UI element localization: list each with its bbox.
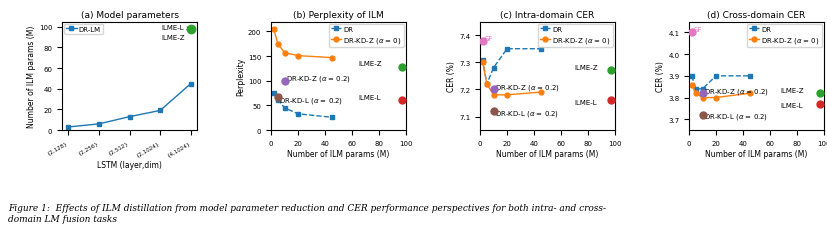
DR — [686, 75, 696, 78]
Line: DR-LM: DR-LM — [65, 82, 193, 130]
DR — [269, 92, 279, 95]
DR-KD-Z ($\alpha$ = 0) — [477, 62, 487, 64]
Y-axis label: CER (%): CER (%) — [447, 61, 456, 92]
Text: ILME-Z: ILME-Z — [780, 88, 803, 94]
DR-LM — [185, 83, 195, 86]
DR-KD-Z ($\alpha$ = 0) — [273, 43, 283, 46]
DR-LM — [124, 116, 134, 119]
DR — [488, 67, 498, 70]
Text: SF: SF — [692, 27, 700, 33]
DR — [293, 113, 303, 116]
Line: DR: DR — [688, 74, 751, 92]
DR-KD-Z ($\alpha$ = 0) — [743, 92, 753, 95]
DR-LM — [93, 123, 103, 126]
DR — [501, 48, 511, 51]
Y-axis label: CER (%): CER (%) — [656, 61, 664, 92]
Text: DR-KD-Z ($\alpha$ = 0.2): DR-KD-Z ($\alpha$ = 0.2) — [703, 86, 767, 96]
DR-LM — [63, 126, 73, 129]
DR-KD-Z ($\alpha$ = 0) — [690, 92, 700, 95]
DR-LM — [155, 110, 165, 112]
DR — [690, 88, 700, 91]
Title: (b) Perplexity of ILM: (b) Perplexity of ILM — [293, 11, 384, 20]
DR-KD-Z ($\alpha$ = 0) — [481, 83, 491, 86]
Title: (d) Cross-domain CER: (d) Cross-domain CER — [706, 11, 805, 20]
DR-KD-Z ($\alpha$ = 0) — [535, 91, 545, 94]
DR-KD-Z ($\alpha$ = 0) — [269, 29, 279, 31]
Legend: DR, DR-KD-Z ($\alpha$ = 0): DR, DR-KD-Z ($\alpha$ = 0) — [537, 25, 612, 48]
DR-KD-Z ($\alpha$ = 0) — [327, 57, 337, 60]
DR-KD-Z ($\alpha$ = 0) — [501, 94, 511, 97]
Title: (c) Intra-domain CER: (c) Intra-domain CER — [500, 11, 594, 20]
Y-axis label: Perplexity: Perplexity — [236, 57, 245, 96]
Text: Figure 1:  Effects of ILM distillation from model parameter reduction and CER pe: Figure 1: Effects of ILM distillation fr… — [8, 203, 605, 223]
Text: ILME-L: ILME-L — [358, 94, 381, 101]
DR — [327, 116, 337, 119]
Line: DR: DR — [480, 47, 543, 87]
Legend: DR-LM: DR-LM — [65, 25, 103, 35]
DR — [535, 48, 545, 51]
Line: DR-KD-Z ($\alpha$ = 0): DR-KD-Z ($\alpha$ = 0) — [688, 83, 751, 101]
DR — [696, 88, 706, 91]
Text: ILME-Z: ILME-Z — [574, 65, 597, 71]
Text: DR-KD-L ($\alpha$ = 0.2): DR-KD-L ($\alpha$ = 0.2) — [495, 108, 558, 118]
DR — [481, 83, 491, 86]
Text: ILME-Z: ILME-Z — [358, 61, 382, 67]
Text: DR-KD-L ($\alpha$ = 0.2): DR-KD-L ($\alpha$ = 0.2) — [279, 96, 342, 106]
Line: DR: DR — [271, 91, 334, 120]
DR — [477, 59, 487, 62]
DR — [743, 75, 753, 78]
DR-KD-Z ($\alpha$ = 0) — [710, 97, 720, 99]
DR-KD-Z ($\alpha$ = 0) — [488, 94, 498, 97]
Text: ILME-Z: ILME-Z — [161, 35, 185, 41]
X-axis label: Number of ILM params (M): Number of ILM params (M) — [287, 149, 390, 158]
Text: DR-KD-Z ($\alpha$ = 0.2): DR-KD-Z ($\alpha$ = 0.2) — [285, 74, 351, 83]
Title: (a) Model parameters: (a) Model parameters — [80, 11, 179, 20]
DR-KD-Z ($\alpha$ = 0) — [696, 97, 706, 99]
Text: DR-KD-L ($\alpha$ = 0.2): DR-KD-L ($\alpha$ = 0.2) — [703, 112, 767, 122]
Text: ILME-L: ILME-L — [161, 25, 190, 31]
X-axis label: LSTM (layer,dim): LSTM (layer,dim) — [97, 160, 162, 169]
Line: DR-KD-Z ($\alpha$ = 0): DR-KD-Z ($\alpha$ = 0) — [480, 61, 543, 98]
Legend: DR, DR-KD-Z ($\alpha$ = 0): DR, DR-KD-Z ($\alpha$ = 0) — [328, 25, 404, 48]
DR — [710, 75, 720, 78]
DR — [273, 99, 283, 101]
DR — [280, 107, 289, 110]
X-axis label: Number of ILM params (M): Number of ILM params (M) — [705, 149, 806, 158]
Text: SF: SF — [484, 36, 492, 42]
DR-KD-Z ($\alpha$ = 0) — [686, 84, 696, 86]
Line: DR-KD-Z ($\alpha$ = 0): DR-KD-Z ($\alpha$ = 0) — [271, 27, 334, 61]
Text: DR-KD-Z ($\alpha$ = 0.2): DR-KD-Z ($\alpha$ = 0.2) — [495, 82, 559, 92]
Y-axis label: Number of ILM params (M): Number of ILM params (M) — [27, 26, 36, 127]
DR-KD-Z ($\alpha$ = 0) — [293, 55, 303, 58]
Legend: DR, DR-KD-Z ($\alpha$ = 0): DR, DR-KD-Z ($\alpha$ = 0) — [746, 25, 820, 48]
X-axis label: Number of ILM params (M): Number of ILM params (M) — [495, 149, 598, 158]
DR-KD-Z ($\alpha$ = 0) — [280, 52, 289, 55]
Text: ILME-L: ILME-L — [780, 102, 802, 108]
Text: ILME-L: ILME-L — [574, 100, 596, 106]
